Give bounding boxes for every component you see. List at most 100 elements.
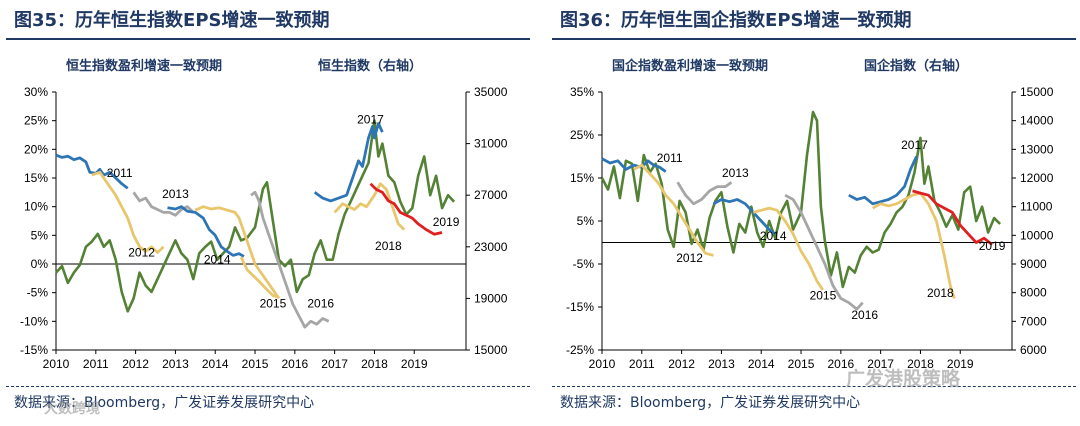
- series-line-2012: [91, 170, 165, 254]
- y-right-tick-label: 14000: [1020, 114, 1054, 128]
- y-left-tick-label: 5%: [577, 214, 595, 228]
- y-right-tick-label: 27000: [474, 188, 508, 202]
- y-right-tick-label: 13000: [1020, 142, 1054, 156]
- y-right-tick-label: 6000: [1020, 343, 1047, 357]
- y-left-tick-label: -5%: [573, 257, 595, 271]
- x-tick-label: 2015: [788, 357, 815, 371]
- source-divider: [6, 386, 530, 388]
- series-label: 2016: [851, 308, 878, 322]
- index-series-line: [600, 110, 1002, 289]
- series-label: 2018: [375, 239, 402, 253]
- x-tick-label: 2013: [708, 357, 735, 371]
- watermark-text: 大数跨境: [44, 401, 100, 417]
- series-label: 2015: [810, 289, 837, 303]
- source-divider: [552, 386, 1076, 388]
- x-tick-label: 2016: [827, 357, 854, 371]
- figure-36: 图36：历年恒生国企指数EPS增速一致预期 国企指数盈利增速一致预期 国企指数（右…: [552, 0, 1076, 426]
- series-label: 2014: [204, 252, 231, 266]
- figure-title: 图35：历年恒生指数EPS增速一致预期: [14, 10, 330, 31]
- y-right-tick-label: 19000: [474, 291, 508, 305]
- x-tick-label: 2011: [83, 357, 109, 371]
- series-line-2014b: [194, 205, 281, 300]
- x-tick-label: 2012: [122, 357, 149, 371]
- x-tick-label: 2013: [162, 357, 189, 371]
- y-left-tick-label: 15%: [570, 171, 594, 185]
- y-left-tick-label: 15%: [24, 171, 48, 185]
- x-tick-label: 2014: [748, 357, 775, 371]
- y-right-tick-label: 9000: [1020, 257, 1047, 271]
- y-right-tick-label: 7000: [1020, 314, 1047, 328]
- x-tick-label: 2018: [361, 357, 388, 371]
- x-tick-label: 2014: [202, 357, 229, 371]
- series-line-2016: [250, 190, 330, 329]
- x-tick-label: 2016: [281, 357, 308, 371]
- legend-right: 恒生指数（右轴）: [318, 58, 422, 74]
- y-left-tick-label: 5%: [31, 228, 49, 242]
- series-label: 2011: [107, 166, 133, 180]
- figure-35: 图35：历年恒生指数EPS增速一致预期 恒生指数盈利增速一致预期 恒生指数（右轴）…: [6, 0, 530, 426]
- watermark-text: 广发港股策略: [846, 368, 961, 390]
- series-label: 2018: [927, 286, 954, 300]
- series-line-2015: [752, 206, 825, 291]
- y-right-tick-label: 10000: [1020, 228, 1054, 242]
- x-tick-label: 2010: [43, 357, 70, 371]
- series-label: 2012: [676, 251, 703, 265]
- series-label: 2013: [722, 166, 749, 180]
- series-line-2016: [784, 193, 864, 311]
- series-line-2014: [712, 198, 777, 236]
- y-left-tick-label: -15%: [566, 300, 594, 314]
- y-left-tick-label: -5%: [27, 286, 49, 300]
- y-right-tick-label: 15000: [1020, 85, 1054, 99]
- y-right-tick-label: 8000: [1020, 286, 1047, 300]
- y-left-tick-label: 10%: [24, 200, 48, 214]
- figure-title: 图36：历年恒生国企指数EPS增速一致预期: [560, 10, 912, 31]
- x-tick-label: 2010: [589, 357, 616, 371]
- legend-right: 国企指数（右轴）: [864, 58, 968, 74]
- y-right-tick-label: 31000: [474, 137, 508, 151]
- y-left-tick-label: 25%: [24, 114, 48, 128]
- y-left-tick-label: -25%: [566, 343, 594, 357]
- y-left-tick-label: 30%: [24, 85, 48, 99]
- series-label: 2011: [657, 151, 683, 165]
- series-line-2019: [369, 182, 443, 236]
- series-label: 2016: [307, 297, 334, 311]
- series-line-2014: [167, 205, 245, 258]
- x-tick-label: 2019: [401, 357, 428, 371]
- series-label: 2017: [901, 138, 928, 152]
- series-line-2018: [333, 182, 406, 231]
- x-tick-label: 2017: [321, 357, 348, 371]
- x-tick-label: 2012: [668, 357, 695, 371]
- y-right-tick-label: 35000: [474, 85, 508, 99]
- index-series-line: [55, 119, 456, 313]
- series-label: 2014: [760, 229, 787, 243]
- x-tick-label: 2011: [629, 357, 655, 371]
- y-left-tick-label: 20%: [24, 142, 48, 156]
- title-divider: [6, 38, 530, 40]
- series-label: 2012: [128, 246, 155, 260]
- series-line-2017: [313, 122, 384, 203]
- series-label: 2013: [162, 187, 189, 201]
- series-label: 2015: [260, 297, 287, 311]
- x-tick-label: 2019: [947, 357, 974, 371]
- x-tick-label: 2015: [242, 357, 269, 371]
- legend-left: 国企指数盈利增速一致预期: [612, 58, 768, 74]
- series-label: 2019: [979, 239, 1006, 253]
- series-line-2012: [633, 163, 714, 257]
- title-divider: [552, 38, 1076, 40]
- hscei-eps-chart: 国企指数盈利增速一致预期 国企指数（右轴） 35% 25% 15% 5% -5% -15% -2…: [566, 58, 1054, 371]
- series-label: 2019: [433, 215, 460, 229]
- series-line-2011: [55, 153, 129, 190]
- hsi-eps-chart: 恒生指数盈利增速一致预期 恒生指数（右轴） 30% 25% 20% 15% 10% 5% 0% -…: [20, 58, 508, 371]
- y-left-tick-label: -15%: [20, 343, 48, 357]
- y-left-tick-label: 0%: [31, 257, 49, 271]
- y-right-tick-label: 23000: [474, 240, 508, 254]
- series-line-2013: [676, 181, 733, 206]
- series-line-2018: [872, 191, 956, 299]
- source-note: 数据来源：Bloomberg，广发证券发展研究中心: [14, 395, 315, 411]
- x-tick-label: 2018: [907, 357, 934, 371]
- y-left-tick-label: 25%: [570, 128, 594, 142]
- x-tick-label: 2017: [867, 357, 894, 371]
- series-line-2017: [848, 155, 918, 206]
- y-right-tick-label: 12000: [1020, 171, 1054, 185]
- y-left-tick-label: 35%: [570, 85, 594, 99]
